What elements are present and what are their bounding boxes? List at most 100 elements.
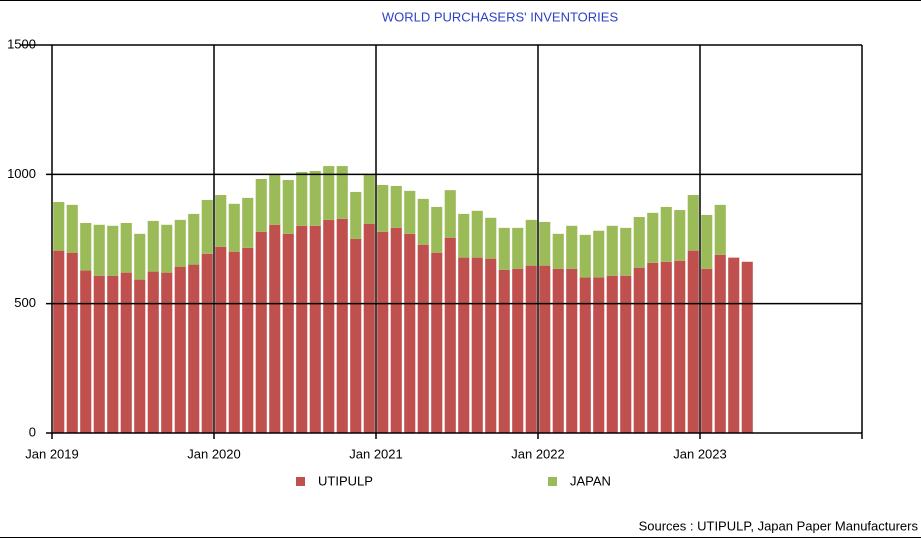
bar-segment	[404, 190, 416, 234]
bar-segment	[458, 257, 470, 433]
bar-segment	[201, 253, 213, 433]
bar-segment	[444, 190, 456, 238]
bar-segment	[714, 254, 726, 433]
bar-segment	[741, 261, 753, 433]
bar-segment	[161, 272, 173, 433]
bar-segment	[336, 218, 348, 433]
bar-segment	[431, 206, 443, 253]
bar-segment	[66, 252, 78, 433]
bar-segment	[633, 217, 645, 268]
bar-segment	[498, 269, 510, 433]
bar-segment	[161, 224, 173, 273]
bar-segment	[390, 185, 402, 228]
bar-segment	[579, 277, 591, 433]
bar-segment	[539, 265, 551, 433]
bar-segment	[147, 220, 159, 272]
bar-segment	[336, 166, 348, 219]
bar-segment	[296, 225, 308, 433]
bar-segment	[228, 251, 240, 433]
bar-segment	[377, 231, 389, 433]
bar-segment	[606, 275, 618, 433]
bar-segment	[471, 210, 483, 258]
legend-swatch	[548, 477, 557, 486]
x-tick-label: Jan 2023	[673, 446, 727, 461]
bar-segment	[93, 224, 105, 276]
bar-segment	[566, 225, 578, 269]
bar-segment	[485, 258, 497, 433]
bar-segment	[53, 250, 65, 433]
bar-segment	[120, 222, 132, 273]
bar-segment	[242, 247, 254, 433]
bar-segment	[714, 204, 726, 255]
bar-segment	[404, 233, 416, 433]
bar-segment	[552, 268, 564, 433]
bar-segment	[201, 199, 213, 254]
bar-segment	[633, 267, 645, 433]
bar-segment	[687, 250, 699, 433]
y-tick-label: 1500	[7, 36, 36, 51]
bar-segment	[593, 230, 605, 278]
legend-label: JAPAN	[570, 473, 611, 488]
bar-segment	[255, 231, 267, 433]
bar-segment	[228, 203, 240, 252]
bar-segment	[282, 180, 294, 234]
bar-segment	[134, 279, 146, 433]
bar-segment	[687, 195, 699, 251]
bar-segment	[215, 195, 227, 247]
y-tick-label: 0	[29, 424, 36, 439]
bar-segment	[660, 206, 672, 262]
bar-segment	[255, 178, 267, 232]
chart-title: WORLD PURCHASERS' INVENTORIES	[382, 9, 619, 24]
bar-segment	[269, 174, 281, 225]
bar-segment	[552, 233, 564, 269]
bar-segment	[701, 214, 713, 269]
bar-segment	[458, 213, 470, 258]
x-tick-label: Jan 2021	[349, 446, 403, 461]
bar-segment	[377, 184, 389, 232]
bar-segment	[242, 197, 254, 248]
legend-label: UTIPULP	[318, 473, 373, 488]
bar-segment	[309, 170, 321, 226]
bar-segment	[350, 191, 362, 239]
bar-segment	[147, 271, 159, 433]
bar-segment	[350, 238, 362, 433]
bar-segment	[647, 262, 659, 433]
bar-segment	[525, 219, 537, 266]
bar-segment	[498, 227, 510, 270]
bar-segment	[471, 257, 483, 433]
bar-segment	[417, 198, 429, 245]
bar-segment	[120, 272, 132, 433]
bar-segment	[53, 202, 65, 251]
bar-segment	[188, 264, 200, 433]
bar-segment	[323, 219, 335, 433]
bar-segment	[512, 268, 524, 433]
bar-segment	[363, 223, 375, 433]
bar-segment	[107, 275, 119, 433]
bar-segment	[593, 277, 605, 433]
bar-segment	[80, 222, 92, 271]
bar-segment	[309, 225, 321, 433]
bar-segment	[674, 210, 686, 261]
bar-segment	[647, 212, 659, 263]
bar-segment	[485, 217, 497, 259]
bar-segment	[539, 221, 551, 266]
bar-segment	[363, 174, 375, 224]
x-tick-label: Jan 2019	[25, 446, 79, 461]
bar-segment	[701, 268, 713, 433]
bar-segment	[444, 237, 456, 433]
bar-segment	[512, 227, 524, 269]
bar-segment	[390, 227, 402, 433]
x-tick-label: Jan 2020	[187, 446, 241, 461]
bar-segment	[660, 261, 672, 433]
bar-segment	[134, 233, 146, 280]
source-note: Sources : UTIPULP, Japan Paper Manufactu…	[639, 518, 919, 533]
bar-segment	[174, 266, 186, 433]
bar-segment	[525, 265, 537, 433]
bar-segment	[296, 172, 308, 226]
bar-segment	[606, 225, 618, 276]
bar-segment	[566, 268, 578, 433]
bar-segment	[80, 270, 92, 433]
bar-segment	[269, 224, 281, 433]
bar-segment	[93, 275, 105, 433]
